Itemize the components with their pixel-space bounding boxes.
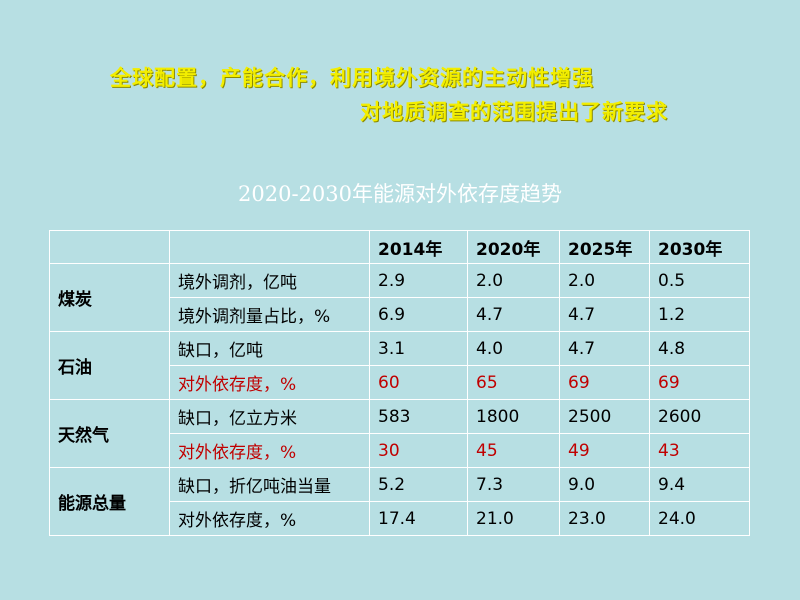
value-cell: 4.8 — [649, 331, 750, 366]
value-cell: 69 — [649, 365, 750, 400]
row-label: 对外依存度，% — [169, 433, 370, 468]
value-cell: 7.3 — [467, 467, 560, 502]
table-title: 2020-2030年能源对外依存度趋势 — [238, 182, 562, 206]
value-cell: 65 — [467, 365, 560, 400]
header-year-2014: 2014年 — [369, 230, 468, 264]
value-cell: 49 — [559, 433, 650, 468]
row-label: 对外依存度，% — [169, 501, 370, 536]
value-cell: 5.2 — [369, 467, 468, 502]
table-row-highlight: 对外依存度，% 60 65 69 69 — [50, 365, 750, 400]
category-coal: 煤炭 — [49, 263, 170, 332]
row-label: 境外调剂量占比，% — [169, 297, 370, 332]
value-cell: 1.2 — [649, 297, 750, 332]
row-label: 境外调剂，亿吨 — [169, 263, 370, 298]
value-cell: 21.0 — [467, 501, 560, 536]
header-empty-cell — [49, 230, 170, 264]
row-label: 对外依存度，% — [169, 365, 370, 400]
value-cell: 583 — [369, 399, 468, 434]
table-header-row: 2014年 2020年 2025年 2030年 — [49, 230, 750, 264]
value-cell: 6.9 — [369, 297, 468, 332]
category-natural-gas: 天然气 — [49, 399, 170, 468]
value-cell: 17.4 — [369, 501, 468, 536]
row-label: 缺口，亿吨 — [169, 331, 370, 366]
header-empty-cell — [169, 230, 370, 264]
value-cell: 43 — [649, 433, 750, 468]
header-year-2030: 2030年 — [649, 230, 750, 264]
headline-line-1: 全球配置，产能合作，利用境外资源的主动性增强 — [110, 65, 594, 90]
value-cell: 9.0 — [559, 467, 650, 502]
value-cell: 9.4 — [649, 467, 750, 502]
value-cell: 2.0 — [559, 263, 650, 298]
table-row: 能源总量 缺口，折亿吨油当量 5.2 7.3 9.0 9.4 — [49, 467, 750, 536]
table-row: 对外依存度，% 17.4 21.0 23.0 24.0 — [50, 501, 750, 536]
table-row: 煤炭 境外调剂，亿吨 2.9 2.0 2.0 0.5 — [49, 263, 750, 332]
value-cell: 4.0 — [467, 331, 560, 366]
value-cell: 4.7 — [467, 297, 560, 332]
table-row: 天然气 缺口，亿立方米 583 1800 2500 2600 — [49, 399, 750, 468]
value-cell: 4.7 — [559, 297, 650, 332]
table-row: 石油 缺口，亿吨 3.1 4.0 4.7 4.8 — [49, 331, 750, 400]
value-cell: 4.7 — [559, 331, 650, 366]
value-cell: 60 — [369, 365, 468, 400]
value-cell: 24.0 — [649, 501, 750, 536]
energy-dependence-table: 2014年 2020年 2025年 2030年 煤炭 境外调剂，亿吨 2.9 2… — [49, 230, 750, 536]
value-cell: 23.0 — [559, 501, 650, 536]
value-cell: 2.9 — [369, 263, 468, 298]
category-total-energy: 能源总量 — [49, 467, 170, 536]
value-cell: 0.5 — [649, 263, 750, 298]
value-cell: 45 — [467, 433, 560, 468]
header-year-2020: 2020年 — [467, 230, 560, 264]
value-cell: 2500 — [559, 399, 650, 434]
category-oil: 石油 — [49, 331, 170, 400]
row-label: 缺口，折亿吨油当量 — [169, 467, 370, 502]
header-year-2025: 2025年 — [559, 230, 650, 264]
row-label: 缺口，亿立方米 — [169, 399, 370, 434]
value-cell: 2600 — [649, 399, 750, 434]
value-cell: 30 — [369, 433, 468, 468]
table-row: 境外调剂量占比，% 6.9 4.7 4.7 1.2 — [50, 297, 750, 332]
value-cell: 1800 — [467, 399, 560, 434]
value-cell: 69 — [559, 365, 650, 400]
headline-line-2: 对地质调查的范围提出了新要求 — [360, 99, 668, 124]
table-row-highlight: 对外依存度，% 30 45 49 43 — [50, 433, 750, 468]
value-cell: 2.0 — [467, 263, 560, 298]
value-cell: 3.1 — [369, 331, 468, 366]
